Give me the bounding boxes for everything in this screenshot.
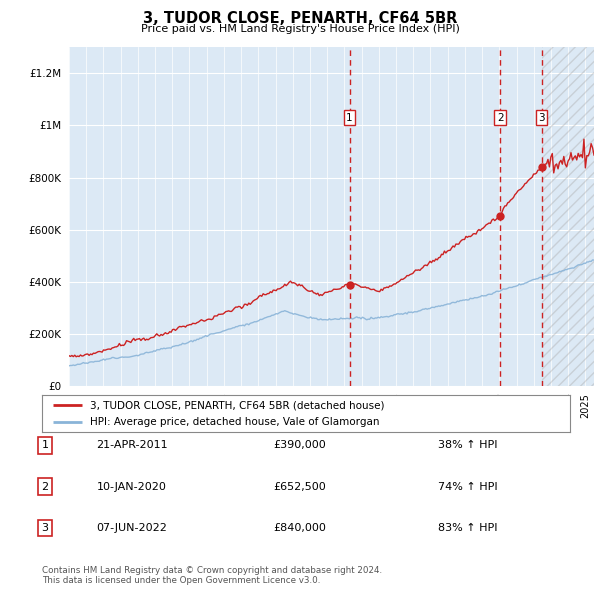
Text: Contains HM Land Registry data © Crown copyright and database right 2024.
This d: Contains HM Land Registry data © Crown c…: [42, 566, 382, 585]
Text: 3, TUDOR CLOSE, PENARTH, CF64 5BR: 3, TUDOR CLOSE, PENARTH, CF64 5BR: [143, 11, 457, 27]
Text: 1: 1: [346, 113, 353, 123]
Text: 1: 1: [41, 441, 49, 450]
Text: 83% ↑ HPI: 83% ↑ HPI: [438, 523, 497, 533]
Text: 74% ↑ HPI: 74% ↑ HPI: [438, 482, 497, 491]
Text: £840,000: £840,000: [274, 523, 326, 533]
Text: 2: 2: [41, 482, 49, 491]
Text: 38% ↑ HPI: 38% ↑ HPI: [438, 441, 497, 450]
Text: Price paid vs. HM Land Registry's House Price Index (HPI): Price paid vs. HM Land Registry's House …: [140, 25, 460, 34]
Bar: [542, 47, 594, 386]
Bar: [542, 47, 594, 386]
Text: £390,000: £390,000: [274, 441, 326, 450]
Text: 21-APR-2011: 21-APR-2011: [96, 441, 168, 450]
Text: £652,500: £652,500: [274, 482, 326, 491]
Text: 3: 3: [538, 113, 545, 123]
Text: 07-JUN-2022: 07-JUN-2022: [97, 523, 167, 533]
Text: 3, TUDOR CLOSE, PENARTH, CF64 5BR (detached house): 3, TUDOR CLOSE, PENARTH, CF64 5BR (detac…: [89, 400, 384, 410]
Text: 2: 2: [497, 113, 503, 123]
Text: HPI: Average price, detached house, Vale of Glamorgan: HPI: Average price, detached house, Vale…: [89, 417, 379, 427]
Text: 10-JAN-2020: 10-JAN-2020: [97, 482, 167, 491]
Text: 3: 3: [41, 523, 49, 533]
